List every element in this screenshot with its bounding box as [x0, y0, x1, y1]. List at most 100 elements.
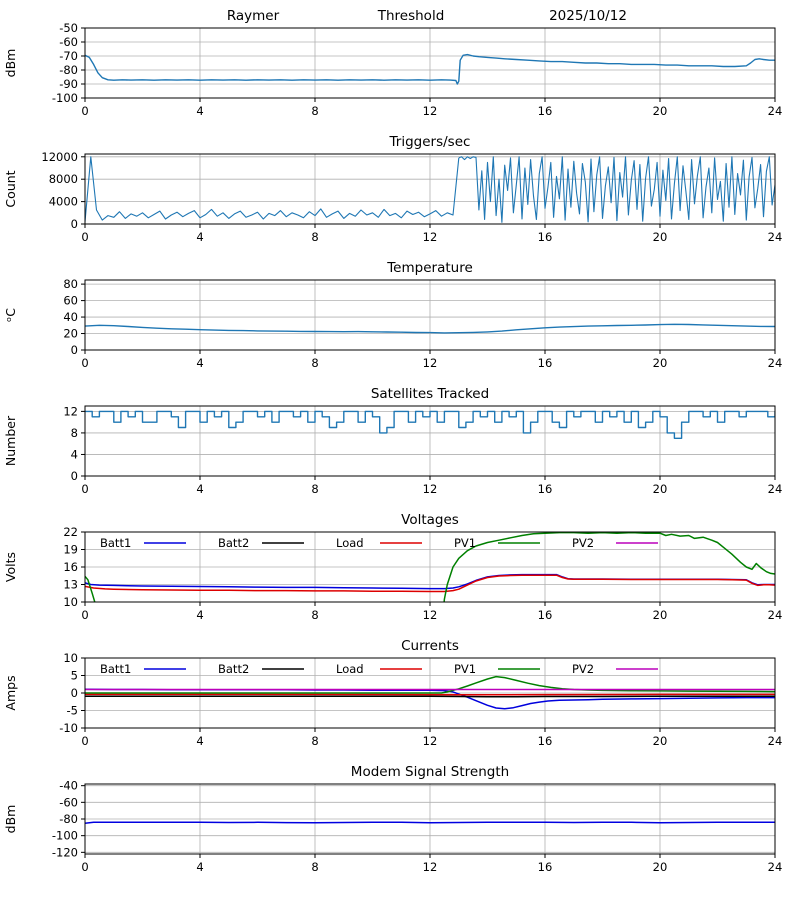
y-axis-label: Count: [3, 170, 18, 207]
y-tick-label: -100: [52, 829, 78, 843]
x-tick-label: 0: [81, 860, 88, 874]
y-tick-label: 5: [71, 669, 78, 683]
x-tick-label: 20: [653, 356, 668, 370]
chart-voltages: 0 4 8 12 16 20 24 10 13 16 19 22 Volts Voltages Batt1 B…: [0, 508, 800, 634]
temperature-line: [85, 323, 775, 334]
y-tick-label: 0: [71, 343, 78, 357]
x-tick-label: 4: [196, 734, 203, 748]
x-tick-label: 4: [196, 356, 203, 370]
y-axis-label: Volts: [3, 552, 18, 582]
legend-label-pv1: PV1: [454, 536, 476, 550]
voltages-canvas: 0 4 8 12 16 20 24 10 13 16 19 22 Volts Voltages Batt1 B…: [3, 512, 783, 622]
chart-title: Satellites Tracked: [371, 386, 489, 402]
x-tick-label: 24: [768, 860, 783, 874]
x-tick-label: 0: [81, 230, 88, 244]
y-tick-label: -70: [59, 49, 78, 63]
legend-label-pv2: PV2: [572, 536, 594, 550]
y-tick-label: 22: [63, 525, 78, 539]
x-tick-label: 16: [538, 356, 553, 370]
y-tick-label: 0: [71, 686, 78, 700]
y-tick-label: 13: [63, 578, 78, 592]
x-tick-label: 20: [653, 104, 668, 118]
y-tick-label: 12: [63, 404, 78, 418]
x-tick-label: 24: [768, 104, 783, 118]
triggers-quiet-line: [85, 156, 460, 222]
x-tick-label: 16: [538, 860, 553, 874]
batt2-line: [85, 695, 775, 698]
chart-satellites-tracked: 0 4 8 12 16 20 24 0 4 8 12 Number Satellites Tracked: [0, 382, 800, 508]
x-tick-label: 24: [768, 230, 783, 244]
y-tick-label: 60: [63, 294, 78, 308]
y-tick-label: 8000: [49, 172, 78, 186]
chart-title: Modem Signal Strength: [351, 764, 509, 780]
x-tick-label: 8: [311, 356, 318, 370]
x-tick-label: 12: [423, 734, 438, 748]
satellites-canvas: 0 4 8 12 16 20 24 0 4 8 12 Number Satellites Tracked: [3, 386, 783, 496]
load-line: [85, 574, 775, 593]
x-tick-label: 8: [311, 104, 318, 118]
y-tick-label: -80: [59, 812, 78, 826]
currents-canvas: 0 4 8 12 16 20 24 -10 -5 0 5 10 Amps Currents Batt1 Bat…: [3, 638, 782, 748]
chart-signal-threshold: 0 4 8 12 16 20 24 -50 -60 -70 -80 -90 -100 dBm Raymer T…: [0, 4, 800, 130]
x-tick-label: 8: [311, 608, 318, 622]
modem-canvas: 0 4 8 12 16 20 24 -40 -60 -80 -100 -120 dBm Modem Sig…: [3, 764, 783, 874]
x-tick-label: 4: [196, 230, 203, 244]
chart-modem-signal: 0 4 8 12 16 20 24 -40 -60 -80 -100 -120 dBm Modem Sig…: [0, 760, 800, 886]
x-tick-label: 16: [538, 608, 553, 622]
chart-title: Currents: [401, 638, 459, 654]
x-tick-label: 20: [653, 230, 668, 244]
y-tick-label: 4: [71, 447, 78, 461]
y-tick-label: -80: [59, 63, 78, 77]
y-tick-label: -5: [67, 704, 78, 718]
x-tick-label: 16: [538, 230, 553, 244]
signal-line: [85, 53, 775, 85]
x-tick-label: 8: [311, 230, 318, 244]
x-tick-label: 12: [423, 482, 438, 496]
y-tick-label: 40: [63, 310, 78, 324]
y-tick-label: 0: [71, 217, 78, 231]
x-tick-label: 0: [81, 104, 88, 118]
x-tick-label: 16: [538, 104, 553, 118]
y-axis-label: Number: [3, 415, 18, 466]
y-tick-label: 10: [63, 595, 78, 609]
pv1-line: [85, 532, 775, 602]
y-tick-label: -50: [59, 21, 78, 35]
triggers-canvas: 0 4 8 12 16 20 24 0 4000 8000 12000 Count Triggers/s…: [3, 134, 783, 244]
x-tick-label: 0: [81, 356, 88, 370]
x-tick-label: 4: [196, 482, 203, 496]
modem-signal-line: [85, 821, 775, 824]
legend-label-load: Load: [336, 662, 364, 676]
y-axis-label: dBm: [3, 49, 18, 78]
chart-triggers-per-sec: 0 4 8 12 16 20 24 0 4000 8000 12000 Count Triggers/s…: [0, 130, 800, 256]
x-tick-label: 4: [196, 860, 203, 874]
chart-title-part: Raymer: [227, 8, 280, 24]
legend-label-pv1: PV1: [454, 662, 476, 676]
legend-label-pv2: PV2: [572, 662, 594, 676]
x-tick-label: 20: [653, 482, 668, 496]
x-tick-label: 24: [768, 482, 783, 496]
x-tick-label: 12: [423, 356, 438, 370]
x-tick-label: 24: [768, 356, 783, 370]
y-tick-label: 16: [63, 560, 78, 574]
x-tick-label: 8: [311, 734, 318, 748]
y-tick-label: -60: [59, 35, 78, 49]
x-tick-label: 12: [423, 104, 438, 118]
y-tick-label: 0: [71, 469, 78, 483]
chart-title: Temperature: [386, 260, 473, 276]
chart-title-part: Threshold: [377, 8, 445, 24]
x-tick-label: 12: [423, 860, 438, 874]
legend-label-batt1: Batt1: [100, 536, 131, 550]
chart-title: Triggers/sec: [389, 134, 471, 150]
legend-label-batt2: Batt2: [218, 662, 249, 676]
y-tick-label: -120: [52, 845, 78, 859]
x-tick-label: 16: [538, 734, 553, 748]
x-tick-label: 0: [81, 482, 88, 496]
y-tick-label: -60: [59, 795, 78, 809]
y-tick-label: -40: [59, 779, 78, 793]
chart-title: Voltages: [401, 512, 459, 528]
chart-temperature: 0 4 8 12 16 20 24 0 20 40 60 80 ᵒC Temperature: [0, 256, 800, 382]
pv1-line: [85, 675, 775, 694]
satellites-line: [85, 410, 775, 439]
x-tick-label: 24: [768, 608, 783, 622]
y-tick-label: 4000: [49, 195, 78, 209]
